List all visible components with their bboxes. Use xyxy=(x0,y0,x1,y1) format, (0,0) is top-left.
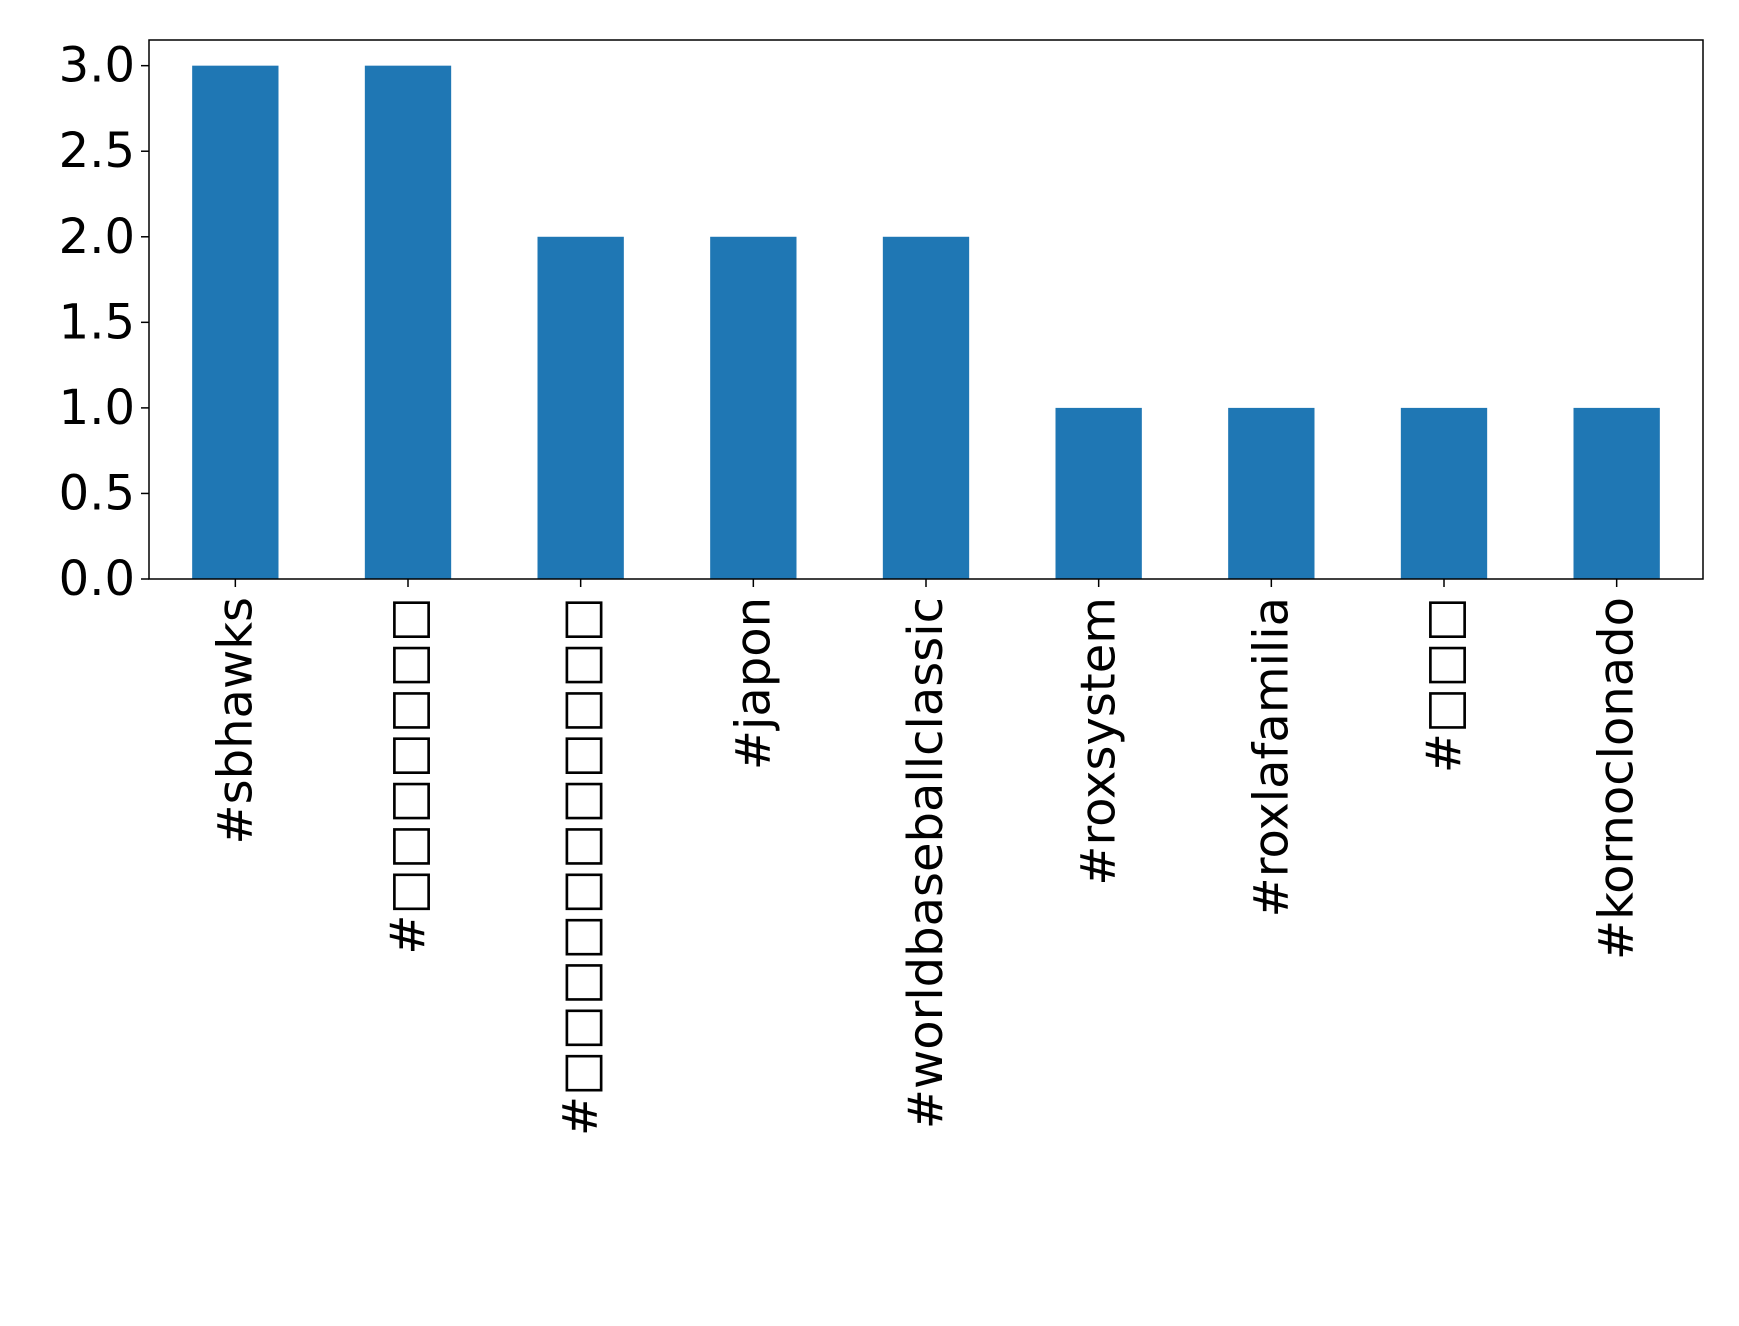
bars-group xyxy=(192,65,1660,579)
bar xyxy=(364,65,452,579)
x-tick-label: #□□□□□□□□□□□ xyxy=(553,597,609,1136)
bar xyxy=(537,236,624,579)
y-tick-label: 3.0 xyxy=(59,38,135,94)
y-tick-label: 0.0 xyxy=(59,551,135,607)
x-tick-label: #□□□ xyxy=(1416,597,1472,773)
bar xyxy=(1400,407,1488,579)
y-tick-label: 2.5 xyxy=(59,123,135,179)
x-tick-label: #□□□□□□□ xyxy=(380,597,436,955)
bar xyxy=(882,236,970,579)
y-tick-label: 1.0 xyxy=(59,380,135,436)
y-tick-label: 0.5 xyxy=(59,465,135,521)
bar xyxy=(192,65,279,579)
bar xyxy=(1573,407,1660,579)
bar xyxy=(1228,407,1315,579)
x-tick-label: #sbhawks xyxy=(207,597,263,845)
bar xyxy=(710,236,797,579)
x-tick-label: #roxlafamilia xyxy=(1243,597,1299,917)
x-tick-label: #kornoclonado xyxy=(1589,597,1645,960)
bar xyxy=(1055,407,1142,579)
x-tick-label: #japon xyxy=(725,597,781,770)
y-axis: 0.0 0.5 1.0 1.5 2.0 2.5 3.0 xyxy=(59,38,149,607)
x-axis: #sbhawks #□□□□□□□ #□□□□□□□□□□□ #japon #world… xyxy=(207,579,1645,1136)
y-tick-label: 2.0 xyxy=(59,209,135,265)
x-tick-label: #roxsystem xyxy=(1071,597,1127,886)
y-tick-label: 1.5 xyxy=(59,294,135,350)
x-tick-label: #worldbaseballclassic xyxy=(898,597,954,1129)
